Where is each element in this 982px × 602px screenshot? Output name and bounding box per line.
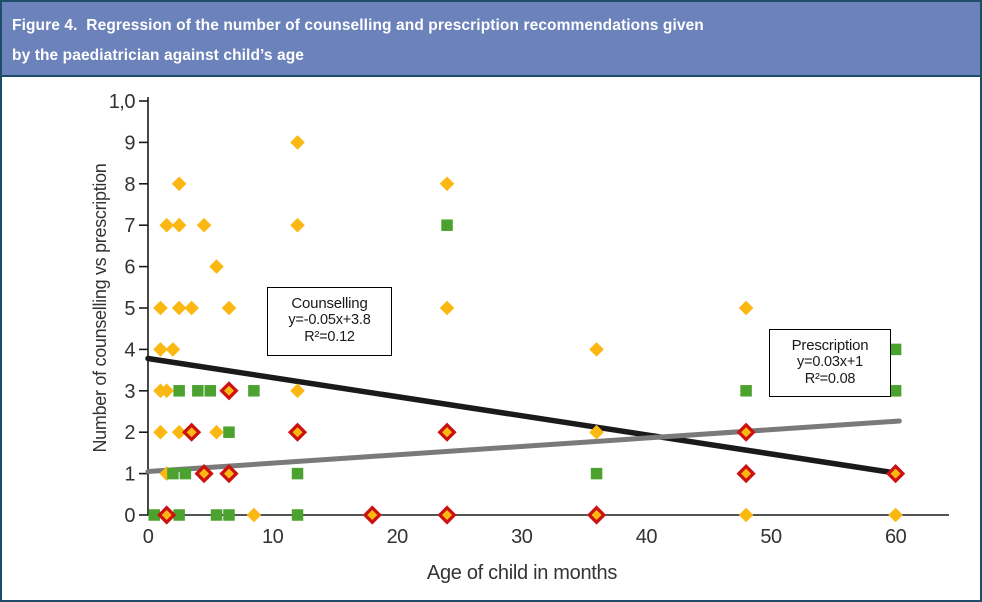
y-tick-label: 4 (124, 339, 135, 361)
data-point-counselling (196, 217, 212, 233)
y-tick-label: 1,0 (109, 91, 136, 113)
data-point-prescription (889, 343, 902, 356)
data-point-prescription (441, 219, 453, 231)
data-point-counselling (290, 383, 305, 399)
data-point-counselling (159, 217, 174, 233)
x-tick-label: 10 (262, 526, 284, 548)
data-point-counselling (888, 507, 903, 523)
counselling-regression-label-box: Counselling y=-0.05x+3.8 R²=0.12 (267, 287, 392, 356)
y-tick-label: 2 (124, 422, 135, 444)
data-point-prescription (889, 385, 902, 397)
data-point-prescription (148, 509, 160, 521)
y-tick-label: 8 (124, 174, 135, 196)
prescription-regression-line (145, 418, 902, 475)
data-point-counselling (589, 342, 604, 357)
scatter-plot: 0 1 2 3 4 5 6 7 8 9 1,0 0 10 20 30 40 50 60 Age of child i… (90, 91, 949, 584)
data-point-counselling (165, 342, 181, 357)
data-point-counselling (209, 424, 224, 440)
data-point-overlap-core (890, 468, 901, 479)
data-point-overlap-core (223, 468, 234, 479)
data-point-overlap-core (292, 427, 303, 438)
counselling-regression-line (145, 355, 903, 477)
y-tick-label: 5 (124, 298, 135, 320)
data-point-overlap-core (199, 468, 210, 479)
x-tick-label: 40 (636, 526, 658, 548)
data-point-counselling (153, 300, 168, 316)
data-point-overlap-core (741, 468, 752, 479)
data-point-counselling (153, 342, 168, 357)
data-point-prescription (291, 467, 304, 480)
data-point-overlap-core (223, 385, 234, 396)
data-point-overlap-core (442, 510, 453, 520)
data-point-prescription (167, 467, 179, 480)
data-point-prescription (173, 509, 185, 521)
data-point-counselling (184, 300, 199, 316)
data-point-counselling (171, 424, 187, 440)
figure-title-bar: Figure 4. Regression of the number of co… (2, 2, 980, 77)
y-tick-label: 6 (124, 257, 135, 279)
figure-title-line2: by the paediatrician against child’s age (12, 47, 304, 64)
data-point-counselling (439, 300, 455, 316)
data-point-prescription (192, 385, 204, 397)
data-point-counselling (439, 176, 455, 192)
data-point-counselling (171, 300, 187, 316)
figure-title-line1: Figure 4. Regression of the number of co… (12, 17, 704, 34)
y-tick-label: 1 (124, 464, 135, 486)
data-point-overlap-core (367, 510, 378, 520)
x-tick-label: 30 (511, 526, 533, 548)
data-point-counselling (171, 217, 187, 233)
counselling-label-equation: y=-0.05x+3.8 (288, 312, 371, 328)
x-tick-label: 50 (760, 526, 782, 548)
chart-area: 0 1 2 3 4 5 6 7 8 9 1,0 0 10 20 30 40 50 60 Age of child i… (2, 77, 980, 600)
data-point-overlap-core (186, 427, 197, 438)
prescription-label-equation: y=0.03x+1 (797, 354, 863, 370)
data-point-overlap-core (591, 510, 602, 520)
data-point-prescription (179, 467, 192, 480)
x-tick-label: 60 (885, 526, 907, 548)
data-point-prescription (223, 509, 235, 521)
data-point-counselling (209, 259, 224, 274)
data-point-counselling (171, 176, 187, 192)
data-point-prescription (173, 385, 185, 397)
data-point-overlap-core (741, 427, 752, 438)
data-point-overlap-core (161, 510, 172, 520)
counselling-label-title: Counselling (291, 295, 368, 312)
data-point-counselling (738, 300, 754, 316)
data-point-counselling (221, 300, 237, 316)
data-point-counselling (589, 424, 604, 440)
data-point-counselling (159, 383, 174, 399)
y-tick-label: 7 (124, 215, 135, 237)
prescription-label-r2: R²=0.08 (804, 371, 856, 387)
x-tick-label: 20 (387, 526, 409, 548)
data-point-counselling (153, 424, 168, 440)
data-point-prescription (590, 467, 603, 480)
data-point-prescription (204, 385, 217, 397)
data-point-prescription (740, 385, 752, 397)
data-point-prescription (291, 509, 304, 521)
counselling-label-r2: R²=0.12 (304, 329, 355, 345)
data-point-counselling (738, 507, 754, 523)
x-tick-label: 0 (143, 526, 154, 548)
data-point-counselling (290, 217, 305, 233)
y-tick-label: 0 (124, 505, 135, 527)
data-point-prescription (223, 426, 235, 438)
data-point-counselling (290, 135, 305, 150)
y-tick-label: 3 (124, 381, 135, 403)
prescription-label-title: Prescription (791, 337, 869, 354)
data-point-overlap-core (442, 427, 453, 438)
prescription-regression-label-box: Prescription y=0.03x+1 R²=0.08 (769, 329, 891, 397)
data-point-prescription (210, 509, 223, 521)
x-axis-title: Age of child in months (427, 562, 617, 584)
y-tick-label: 9 (124, 132, 135, 154)
data-point-prescription (248, 385, 260, 397)
y-axis-title: Number of counselling vs prescription (90, 163, 110, 452)
data-point-counselling (246, 507, 262, 523)
